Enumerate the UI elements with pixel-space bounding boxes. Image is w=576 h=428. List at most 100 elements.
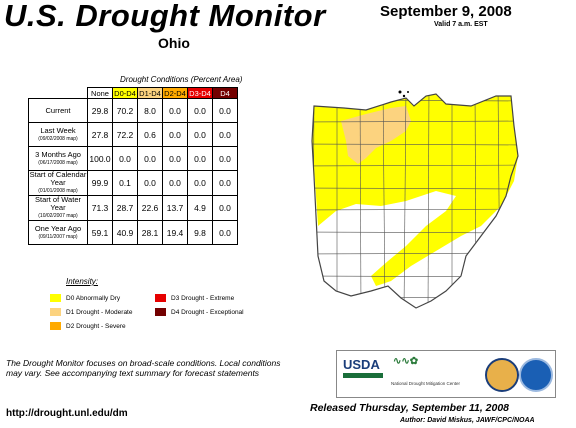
noaa-logo-icon bbox=[519, 358, 553, 392]
table-cell: 0.0 bbox=[187, 170, 213, 196]
d1-moderate-drought-area bbox=[341, 106, 411, 164]
table-cell: 0.0 bbox=[187, 98, 213, 123]
page-title: U.S. Drought Monitor bbox=[4, 0, 326, 33]
table-cell: 100.0 bbox=[87, 146, 113, 171]
row-label-sub: (09/02/2008 map) bbox=[38, 135, 78, 142]
column-header: D4 bbox=[212, 87, 238, 99]
table-cell: 0.0 bbox=[212, 195, 238, 221]
state-name: Ohio bbox=[158, 35, 190, 51]
table-cell: 27.8 bbox=[87, 122, 113, 147]
table-cell: 9.8 bbox=[187, 220, 213, 245]
column-header: D0-D4 bbox=[112, 87, 138, 99]
column-header: D3-D4 bbox=[187, 87, 213, 99]
legend-label: D4 Drought - Exceptional bbox=[171, 309, 244, 316]
partner-logos: USDA ∿∿✿ National Drought Mitigation Cen… bbox=[336, 350, 556, 398]
table-cell: 28.1 bbox=[137, 220, 163, 245]
table-cell: 28.7 bbox=[112, 195, 138, 221]
table-cell: 0.0 bbox=[162, 98, 188, 123]
lake-erie-islands bbox=[398, 90, 409, 98]
legend-swatch bbox=[50, 294, 61, 302]
row-label-text: One Year Ago bbox=[34, 223, 82, 233]
table-cell: 0.0 bbox=[162, 122, 188, 147]
drought-conditions-table: None D0-D4 D1-D4 D2-D4 D3-D4 D4 Current 2… bbox=[28, 87, 238, 245]
table-cell: 0.0 bbox=[212, 170, 238, 196]
row-label-text: 3 Months Ago bbox=[35, 149, 81, 159]
row-label: Current bbox=[28, 98, 88, 123]
table-cell: 0.0 bbox=[162, 170, 188, 196]
table-cell: 0.0 bbox=[112, 146, 138, 171]
table-cell: 0.0 bbox=[212, 98, 238, 123]
table-cell: 72.2 bbox=[112, 122, 138, 147]
legend-swatch bbox=[50, 322, 61, 330]
row-label-text: Start of Water Year bbox=[35, 195, 81, 212]
table-cell: 0.0 bbox=[212, 122, 238, 147]
row-label-sub: (09/11/2007 map) bbox=[38, 233, 78, 240]
table-cell: 0.6 bbox=[137, 122, 163, 147]
disclaimer-note: The Drought Monitor focuses on broad-sca… bbox=[6, 358, 281, 378]
table-row: Last Week (09/02/2008 map) 27.8 72.2 0.6 0.0 0… bbox=[28, 122, 238, 147]
row-label-sub: (10/02/2007 map) bbox=[38, 213, 78, 219]
table-cell: 71.3 bbox=[87, 195, 113, 221]
map-date: September 9, 2008 bbox=[380, 3, 512, 20]
row-label-sub: (01/01/2008 map) bbox=[38, 188, 78, 194]
table-cell: 29.8 bbox=[87, 98, 113, 123]
usda-logo-bar bbox=[343, 373, 383, 378]
row-label-text: Start of Calendar Year bbox=[29, 170, 87, 187]
table-cell: 0.0 bbox=[137, 170, 163, 196]
legend-swatch bbox=[155, 294, 166, 302]
table-cell: 0.0 bbox=[187, 122, 213, 147]
table-cell: 59.1 bbox=[87, 220, 113, 245]
website-link[interactable]: http://drought.unl.edu/dm bbox=[6, 408, 128, 419]
table-cell: 0.1 bbox=[112, 170, 138, 196]
row-label-text: Current bbox=[45, 105, 71, 115]
table-cell: 22.6 bbox=[137, 195, 163, 221]
legend-label: D2 Drought - Severe bbox=[66, 323, 126, 330]
row-label: One Year Ago (09/11/2007 map) bbox=[28, 220, 88, 245]
table-row: 3 Months Ago (06/17/2008 map) 100.0 0.0 0.0 0… bbox=[28, 146, 238, 171]
table-header-row: None D0-D4 D1-D4 D2-D4 D3-D4 D4 bbox=[29, 87, 238, 99]
row-label: Start of Calendar Year (01/01/2008 map) bbox=[28, 170, 88, 196]
legend-label: D1 Drought - Moderate bbox=[66, 309, 133, 316]
table-cell: 0.0 bbox=[212, 146, 238, 171]
ohio-drought-map bbox=[311, 90, 519, 309]
column-header: D2-D4 bbox=[162, 87, 188, 99]
table-cell: 0.0 bbox=[187, 146, 213, 171]
table-cell: 40.9 bbox=[112, 220, 138, 245]
ndmc-logo-icon: ∿∿✿ bbox=[393, 356, 419, 367]
valid-time: Valid 7 a.m. EST bbox=[434, 21, 488, 28]
table-row: Current 29.8 70.2 8.0 0.0 0.0 0.0 bbox=[28, 98, 238, 123]
usda-logo: USDA bbox=[343, 357, 380, 372]
column-header: None bbox=[87, 87, 113, 99]
table-cell: 8.0 bbox=[137, 98, 163, 123]
table-cell: 70.2 bbox=[112, 98, 138, 123]
table-cell: 13.7 bbox=[162, 195, 188, 221]
legend-label: D0 Abnormally Dry bbox=[66, 295, 121, 302]
table-cell: 19.4 bbox=[162, 220, 188, 245]
row-label-sub: (06/17/2008 map) bbox=[38, 159, 78, 166]
column-header: D1-D4 bbox=[137, 87, 163, 99]
row-label: 3 Months Ago (06/17/2008 map) bbox=[28, 146, 88, 171]
table-row: One Year Ago (09/11/2007 map) 59.1 40.9 28.1… bbox=[28, 220, 238, 245]
county-boundaries bbox=[312, 94, 518, 308]
table-row: Start of Water Year (10/02/2007 map) 71.3 2… bbox=[28, 195, 238, 221]
legend-swatch bbox=[155, 308, 166, 316]
table-row: Start of Calendar Year (01/01/2008 map) 99… bbox=[28, 170, 238, 196]
table-corner bbox=[29, 88, 88, 99]
row-label: Start of Water Year (10/02/2007 map) bbox=[28, 195, 88, 221]
ndmc-logo-text: National Drought Mitigation Center bbox=[391, 381, 461, 386]
table-caption: Drought Conditions (Percent Area) bbox=[120, 75, 243, 84]
table-cell: 4.9 bbox=[187, 195, 213, 221]
legend-swatch bbox=[50, 308, 61, 316]
ohio-outline bbox=[311, 93, 519, 309]
table-cell: 99.9 bbox=[87, 170, 113, 196]
table-cell: 0.0 bbox=[137, 146, 163, 171]
legend-label: D3 Drought - Extreme bbox=[171, 295, 235, 302]
row-label-text: Last Week bbox=[40, 125, 76, 135]
doc-seal-icon bbox=[485, 358, 519, 392]
table-cell: 0.0 bbox=[162, 146, 188, 171]
row-label: Last Week (09/02/2008 map) bbox=[28, 122, 88, 147]
legend-title: Intensity: bbox=[66, 277, 99, 286]
release-date: Released Thursday, September 11, 2008 bbox=[310, 402, 510, 414]
author: Author: David Miskus, JAWF/CPC/NOAA bbox=[400, 417, 535, 424]
table-cell: 0.0 bbox=[212, 220, 238, 245]
